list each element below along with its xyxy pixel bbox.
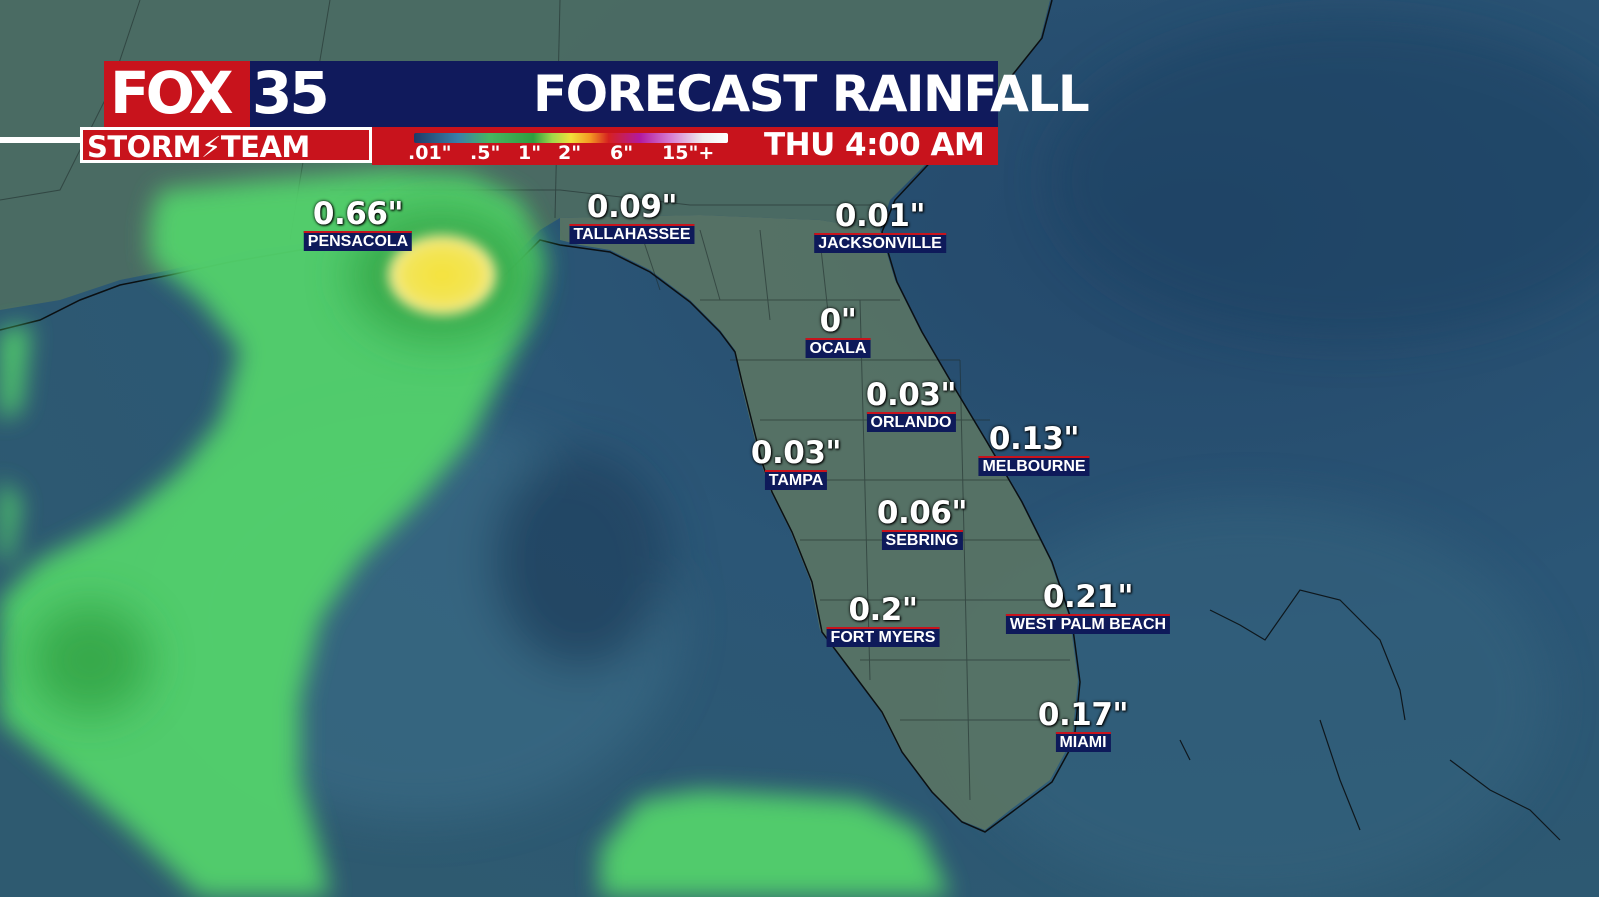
city-name: PENSACOLA bbox=[303, 231, 413, 251]
channel-number: 35 bbox=[250, 59, 348, 127]
scale-label: 2" bbox=[558, 142, 582, 164]
city-label-melbourne: 0.13" MELBOURNE bbox=[978, 421, 1090, 476]
city-label-west-palm-beach: 0.21" WEST PALM BEACH bbox=[1005, 579, 1171, 634]
fox-logo-text: FOX bbox=[110, 59, 234, 127]
city-name: MELBOURNE bbox=[978, 456, 1090, 476]
scale-label: 1" bbox=[518, 142, 542, 164]
city-label-jacksonville: 0.01" JACKSONVILLE bbox=[814, 201, 946, 253]
rainfall-amount: 0.21" bbox=[1042, 579, 1134, 615]
channel-number-text: 35 bbox=[252, 59, 330, 127]
city-label-sebring: 0.06" SEBRING bbox=[876, 495, 968, 550]
rainfall-amount: 0.66" bbox=[312, 196, 404, 232]
graphic-header: FOX 35 FORECAST RAINFALL STORM⚡TEAM .01"… bbox=[80, 59, 1090, 165]
city-name: TALLAHASSEE bbox=[569, 224, 695, 244]
city-name: OCALA bbox=[805, 338, 871, 358]
scale-label: .01" bbox=[408, 142, 452, 164]
title-bar: FORECAST RAINFALL bbox=[348, 61, 1090, 127]
storm-team-badge: STORM⚡TEAM bbox=[80, 127, 372, 164]
city-label-ocala: 0" OCALA bbox=[805, 303, 871, 358]
land-florida bbox=[560, 215, 1078, 830]
header-accent-line bbox=[0, 137, 84, 143]
rainfall-amount: 0.01" bbox=[834, 198, 926, 234]
city-label-miami: 0.17" MIAMI bbox=[1037, 697, 1129, 752]
city-label-orlando: 0.03" ORLANDO bbox=[865, 377, 957, 432]
valid-time: THU 4:00 AM bbox=[764, 127, 985, 163]
rainfall-amount: 0.2" bbox=[848, 592, 918, 628]
rainfall-amount: 0.03" bbox=[865, 377, 957, 413]
graphic-title: FORECAST RAINFALL bbox=[533, 65, 1090, 123]
fox-logo: FOX bbox=[104, 59, 250, 127]
city-label-pensacola: 0.66" PENSACOLA bbox=[303, 196, 413, 251]
rainfall-color-scale bbox=[414, 133, 728, 143]
city-name: SEBRING bbox=[881, 530, 963, 550]
rainfall-amount: 0.13" bbox=[988, 421, 1080, 457]
scale-label: .5" bbox=[470, 142, 501, 164]
rainfall-amount: 0.06" bbox=[876, 495, 968, 531]
city-name: MIAMI bbox=[1055, 732, 1111, 752]
rainfall-amount: 0.03" bbox=[750, 435, 842, 471]
city-name: FORT MYERS bbox=[826, 627, 940, 647]
rainfall-amount: 0.09" bbox=[586, 189, 678, 225]
city-label-tallahassee: 0.09" TALLAHASSEE bbox=[569, 189, 695, 244]
city-name: ORLANDO bbox=[866, 412, 956, 432]
city-label-fort-myers: 0.2" FORT MYERS bbox=[826, 592, 940, 647]
info-bar: .01" .5" 1" 2" 6" 15"+ THU 4:00 AM bbox=[372, 127, 998, 165]
heavy-rain-cell bbox=[388, 235, 496, 315]
storm-team-text: STORM⚡TEAM bbox=[87, 130, 310, 164]
scale-label: 15"+ bbox=[662, 142, 715, 164]
city-name: JACKSONVILLE bbox=[814, 233, 946, 253]
city-name: WEST PALM BEACH bbox=[1005, 614, 1171, 634]
city-name: TAMPA bbox=[764, 470, 828, 490]
rainfall-amount: 0" bbox=[819, 303, 857, 339]
city-label-tampa: 0.03" TAMPA bbox=[750, 435, 842, 490]
rainfall-amount: 0.17" bbox=[1037, 697, 1129, 733]
scale-label: 6" bbox=[610, 142, 634, 164]
